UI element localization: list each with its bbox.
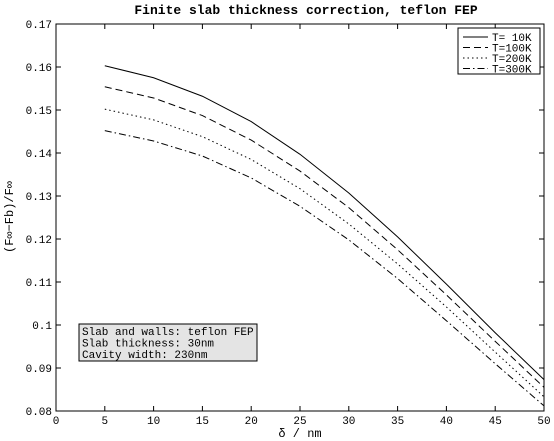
legend-label: T= 10K [492, 33, 532, 45]
annotation-line: Slab thickness: 30nm [82, 339, 214, 351]
x-tick-label: 25 [293, 416, 306, 428]
series-lines [104, 65, 545, 407]
legend-label: T=100K [492, 44, 532, 56]
annotation-line: Cavity width: 230nm [82, 350, 208, 362]
y-tick-label: 0.1 [32, 321, 52, 333]
y-tick-label: 0.12 [26, 235, 52, 247]
axis-ticks: 0 5 10 15 20 25 30 35 40 45 50 0.08 0.09 0.1 0.11 0.12 0… [26, 20, 551, 428]
x-tick-label: 15 [196, 416, 209, 428]
legend-label: T=300K [492, 65, 532, 77]
x-axis-label: δ / nm [278, 427, 321, 441]
x-tick-label: 0 [53, 416, 60, 428]
y-tick-label: 0.15 [26, 106, 52, 118]
y-axis-label: (F∞−Fb)/F∞ [3, 181, 17, 253]
y-tick-label: 0.17 [26, 20, 52, 32]
y-tick-label: 0.14 [26, 149, 53, 161]
y-tick-label: 0.16 [26, 63, 52, 75]
chart-title: Finite slab thickness correction, teflon… [134, 3, 477, 18]
x-tick-label: 50 [537, 416, 550, 428]
x-tick-label: 35 [391, 416, 404, 428]
legend-label: T=200K [492, 54, 532, 66]
y-axis-label-text: (F∞−Fb)/F∞ [3, 181, 17, 253]
y-tick-label: 0.11 [26, 278, 53, 290]
y-tick-label: 0.13 [26, 192, 52, 204]
x-tick-label: 40 [440, 416, 453, 428]
y-tick-label: 0.08 [26, 407, 52, 419]
series-line-2 [104, 86, 545, 388]
x-tick-label: 20 [245, 416, 258, 428]
legend-box [457, 27, 541, 75]
annotation-line: Slab and walls: teflon FEP [82, 327, 254, 339]
x-tick-label: 10 [147, 416, 160, 428]
y-tick-label: 0.09 [26, 364, 52, 376]
x-tick-label: 30 [342, 416, 355, 428]
annotation-background [78, 323, 258, 362]
series-line-1 [104, 65, 545, 380]
x-tick-label: 5 [101, 416, 108, 428]
x-tick-label: 45 [489, 416, 502, 428]
series-line-4 [104, 130, 545, 407]
